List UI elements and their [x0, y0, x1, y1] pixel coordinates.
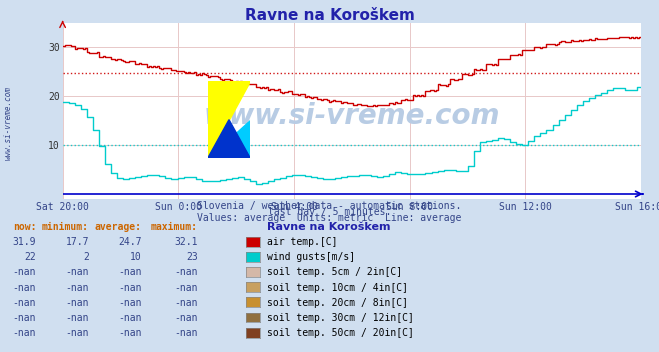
- Text: wind gusts[m/s]: wind gusts[m/s]: [267, 252, 355, 262]
- Text: Slovenia / weather data - automatic stations.: Slovenia / weather data - automatic stat…: [197, 201, 462, 211]
- Text: Ravne na Koroškem: Ravne na Koroškem: [267, 222, 390, 232]
- Text: -nan: -nan: [13, 328, 36, 338]
- Text: 23: 23: [186, 252, 198, 262]
- Text: -nan: -nan: [174, 298, 198, 308]
- Text: -nan: -nan: [65, 313, 89, 323]
- Text: -nan: -nan: [65, 328, 89, 338]
- Text: www.si-vreme.com: www.si-vreme.com: [3, 86, 13, 160]
- Text: Values: average  Units: metric  Line: average: Values: average Units: metric Line: aver…: [197, 213, 462, 223]
- Text: soil temp. 5cm / 2in[C]: soil temp. 5cm / 2in[C]: [267, 268, 402, 277]
- Text: average:: average:: [95, 222, 142, 232]
- Text: air temp.[C]: air temp.[C]: [267, 237, 337, 247]
- Text: -nan: -nan: [174, 313, 198, 323]
- Text: -nan: -nan: [118, 313, 142, 323]
- Text: -nan: -nan: [13, 283, 36, 293]
- Text: 2: 2: [83, 252, 89, 262]
- Text: soil temp. 30cm / 12in[C]: soil temp. 30cm / 12in[C]: [267, 313, 414, 323]
- Polygon shape: [208, 81, 250, 158]
- Text: 32.1: 32.1: [174, 237, 198, 247]
- Text: -nan: -nan: [118, 328, 142, 338]
- Text: -nan: -nan: [13, 313, 36, 323]
- Text: minimum:: minimum:: [42, 222, 89, 232]
- Text: soil temp. 10cm / 4in[C]: soil temp. 10cm / 4in[C]: [267, 283, 408, 293]
- Text: -nan: -nan: [13, 298, 36, 308]
- Text: soil temp. 50cm / 20in[C]: soil temp. 50cm / 20in[C]: [267, 328, 414, 338]
- Text: -nan: -nan: [118, 283, 142, 293]
- Text: soil temp. 20cm / 8in[C]: soil temp. 20cm / 8in[C]: [267, 298, 408, 308]
- Text: -nan: -nan: [65, 268, 89, 277]
- Text: Ravne na Koroškem: Ravne na Koroškem: [244, 8, 415, 23]
- Text: maximum:: maximum:: [151, 222, 198, 232]
- Text: now:: now:: [13, 222, 36, 232]
- Text: 24.7: 24.7: [118, 237, 142, 247]
- Text: -nan: -nan: [118, 268, 142, 277]
- Text: 10: 10: [130, 252, 142, 262]
- Text: -nan: -nan: [65, 298, 89, 308]
- Text: -nan: -nan: [65, 283, 89, 293]
- Polygon shape: [208, 120, 250, 158]
- Text: -nan: -nan: [118, 298, 142, 308]
- Text: 22: 22: [24, 252, 36, 262]
- Text: -nan: -nan: [13, 268, 36, 277]
- Text: 31.9: 31.9: [13, 237, 36, 247]
- Text: -nan: -nan: [174, 328, 198, 338]
- Text: -nan: -nan: [174, 283, 198, 293]
- Text: last day / 5 minutes.: last day / 5 minutes.: [268, 207, 391, 217]
- Text: -nan: -nan: [174, 268, 198, 277]
- Text: www.si-vreme.com: www.si-vreme.com: [204, 102, 500, 130]
- Text: 17.7: 17.7: [65, 237, 89, 247]
- Polygon shape: [208, 120, 250, 158]
